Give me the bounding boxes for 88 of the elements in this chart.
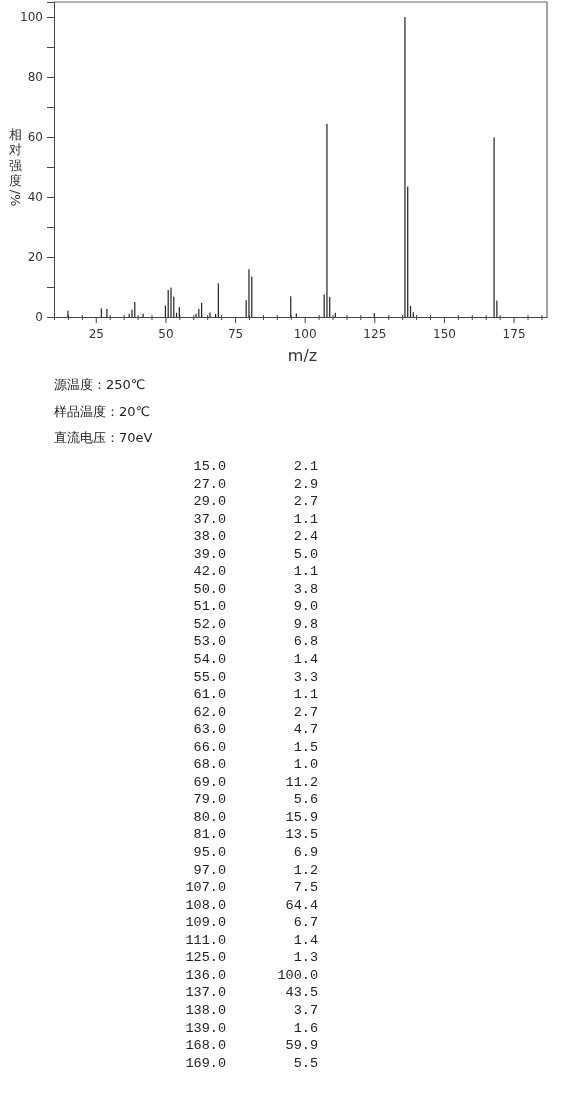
category-label: 138.0 [184,1001,226,1020]
category-label: 37.0 [192,510,226,529]
category-label: 95.0 [192,844,226,862]
data-label: 15.9 [284,808,318,827]
y-tick-label: 100 [20,10,43,25]
data-label: 3.3 [292,668,318,687]
text: 样品温度：20℃ [54,403,151,419]
x-tick-label: 125 [363,326,387,341]
data-label: 59.9 [284,1037,318,1055]
category-label: 38.0 [192,528,226,546]
data-label: 1.1 [292,686,318,704]
data-label: 2.4 [292,528,318,546]
data-label: 3.8 [292,580,318,599]
category-label: 136.0 [184,966,226,985]
data-label: 1.1 [292,510,318,529]
category-label: 107.0 [184,879,226,897]
data-label: 13.5 [284,826,318,845]
category-label: 168.0 [184,1037,226,1055]
y-tick-label: 40 [27,190,43,205]
data-label: 64.4 [284,896,318,915]
data-label: 6.7 [292,914,318,932]
data-label: 5.0 [292,545,318,564]
data-label: 1.2 [292,861,318,880]
category-label: 61.0 [192,686,226,704]
category-label: 139.0 [184,1019,226,1038]
category-label: 80.0 [192,808,226,827]
x-tick-label: 175 [502,326,526,341]
data-label: 1.5 [292,738,318,757]
category-label: 125.0 [184,949,226,967]
category-label: 51.0 [192,598,226,616]
data-label: 1.6 [292,1019,318,1038]
category-label: 55.0 [192,668,226,687]
category-label: 79.0 [192,791,226,809]
data-label: 1.4 [292,651,318,669]
data-label: 4.7 [292,721,318,739]
data-label: 43.5 [284,984,318,1002]
text: 源温度：250℃ [54,377,146,392]
data-label: 5.6 [292,791,318,809]
category-label: 27.0 [192,475,226,494]
category-label: 52.0 [192,615,226,634]
text: 直流电压：70eV [54,430,153,445]
x-tick-label: 150 [432,326,456,341]
x-tick-label: 100 [293,326,317,341]
data-label: 2.9 [292,475,318,494]
category-label: 111.0 [184,931,226,950]
data-label: 7.5 [292,879,318,897]
category-label: 62.0 [192,703,226,722]
category-label: 68.0 [192,756,226,774]
data-label: 1.4 [292,931,318,950]
data-label: 6.8 [292,633,318,652]
data-label: 1.1 [292,563,318,581]
x-tick-label: 75 [227,326,244,341]
data-label: 3.7 [292,1001,318,1020]
category-label: 97.0 [192,861,226,880]
data-label: 100.0 [276,966,318,985]
y-tick-label: 80 [27,70,43,85]
category-label: 15.0 [192,458,226,476]
category-label: 42.0 [192,563,226,581]
data-label: 2.1 [292,458,318,476]
category-label: 81.0 [192,826,226,845]
data-label: 11.2 [284,773,318,792]
data-label: 2.7 [292,493,318,511]
data-label: 1.0 [292,756,318,774]
category-label: 53.0 [192,633,226,652]
category-label: 63.0 [192,721,226,739]
y-tick-label: 20 [27,250,43,265]
x-tick-label: 50 [158,326,174,341]
data-label: 2.7 [292,703,318,722]
y-tick-label: 60 [27,130,43,145]
category-label: 109.0 [184,914,226,932]
data-label: 6.9 [292,844,318,862]
category-label: 108.0 [184,896,226,915]
category-label: 66.0 [192,738,226,757]
category-label: 39.0 [192,545,226,564]
y-axis-title: 相对强度/% [7,126,23,207]
category-label: 69.0 [192,773,226,792]
category-label: 50.0 [192,580,226,599]
category-label: 29.0 [192,493,226,511]
x-axis-title: m/z [287,346,318,365]
data-label: 9.0 [292,598,318,616]
data-label: 5.5 [292,1054,318,1073]
x-tick-label: 25 [88,326,104,341]
category-label: 54.0 [192,651,226,669]
category-label: 169.0 [184,1054,226,1073]
data-label: 1.3 [292,949,318,967]
category-label: 137.0 [184,984,226,1002]
data-label: 9.8 [292,615,318,634]
y-tick-label: 0 [35,310,43,325]
